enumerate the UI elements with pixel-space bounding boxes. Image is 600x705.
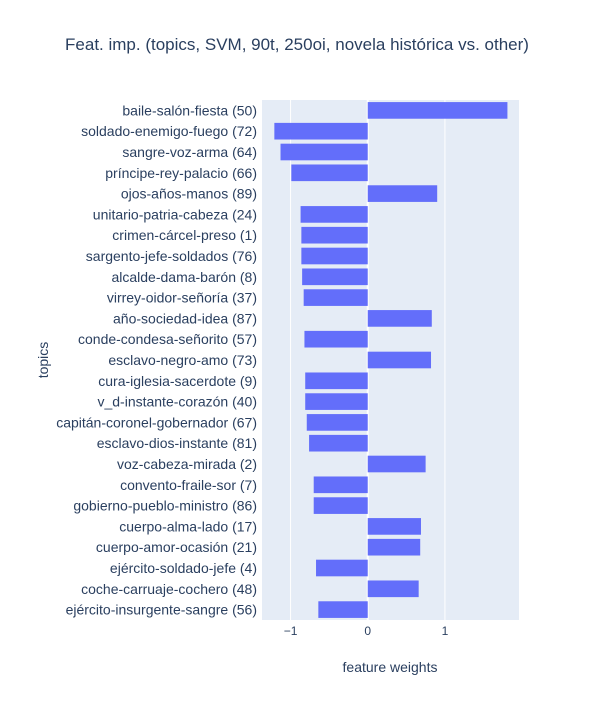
x-tick-label: −1 [284,624,298,638]
y-tick-label: sargento-jefe-soldados (76) [86,248,257,264]
x-tick-labels: −1 0 1 [284,624,449,638]
bar [301,247,368,265]
y-tick-labels: baile-salón-fiesta (50) soldado-enemigo-f… [56,102,257,617]
bar [367,455,426,473]
bar [367,518,421,535]
y-tick-label: alcalde-dama-barón (8) [111,269,257,285]
y-tick-label: gobierno-pueblo-ministro (86) [73,498,257,514]
y-tick-label: capitán-coronel-gobernador (67) [56,414,257,430]
y-tick-label: crimen-cárcel-preso (1) [112,227,257,243]
x-axis-title: feature weights [343,659,438,675]
y-tick-label: cuerpo-amor-ocasión (21) [96,539,257,555]
bar [304,330,368,348]
bar [367,580,419,598]
y-axis-title: topics [35,342,51,379]
bar [313,497,368,514]
bar [305,372,368,390]
bar [367,102,508,119]
bar [303,289,368,306]
y-tick-label: sangre-voz-arma (64) [122,144,257,160]
bar [367,185,438,202]
y-tick-label: soldado-enemigo-fuego (72) [81,123,257,139]
bar [302,268,368,286]
bars [274,102,508,618]
y-tick-label: virrey-oidor-señoría (37) [107,290,257,306]
bar [367,538,421,556]
bar [280,143,368,161]
bar [313,476,368,494]
y-tick-label: cuerpo-alma-lado (17) [119,518,257,534]
bar [318,601,368,618]
y-tick-label: esclavo-negro-amo (73) [108,352,257,368]
y-tick-label: ojos-años-manos (89) [121,186,257,202]
y-tick-label: voz-cabeza-mirada (2) [117,456,257,472]
bar [301,226,368,244]
y-tick-label: baile-salón-fiesta (50) [122,102,257,118]
y-tick-label: unitario-patria-cabeza (24) [93,206,257,222]
y-tick-label: coche-carruaje-cochero (48) [81,581,257,597]
x-tick-label: 0 [364,624,371,638]
x-tick-label: 1 [442,624,449,638]
y-tick-label: v_d-instante-corazón (40) [97,394,257,410]
y-tick-label: cura-iglesia-sacerdote (9) [98,373,257,389]
y-tick-label: año-sociedad-idea (87) [113,310,257,326]
y-tick-label: convento-fraile-sor (7) [120,477,257,493]
bar [367,310,432,327]
bar [306,414,368,431]
bar [305,393,368,410]
bar [291,164,368,182]
bar [367,351,432,369]
y-tick-label: ejército-insurgente-sangre (56) [66,602,257,618]
bar [300,206,368,223]
y-tick-label: conde-condesa-señorito (57) [78,331,257,347]
y-tick-label: príncipe-rey-palacio (66) [105,165,257,181]
bar [309,434,368,452]
y-tick-label: ejército-soldado-jefe (4) [110,560,257,576]
bar [274,122,368,140]
y-tick-label: esclavo-dios-instante (81) [97,435,257,451]
bar [316,559,368,577]
chart-title: Feat. imp. (topics, SVM, 90t, 250oi, nov… [65,35,529,54]
